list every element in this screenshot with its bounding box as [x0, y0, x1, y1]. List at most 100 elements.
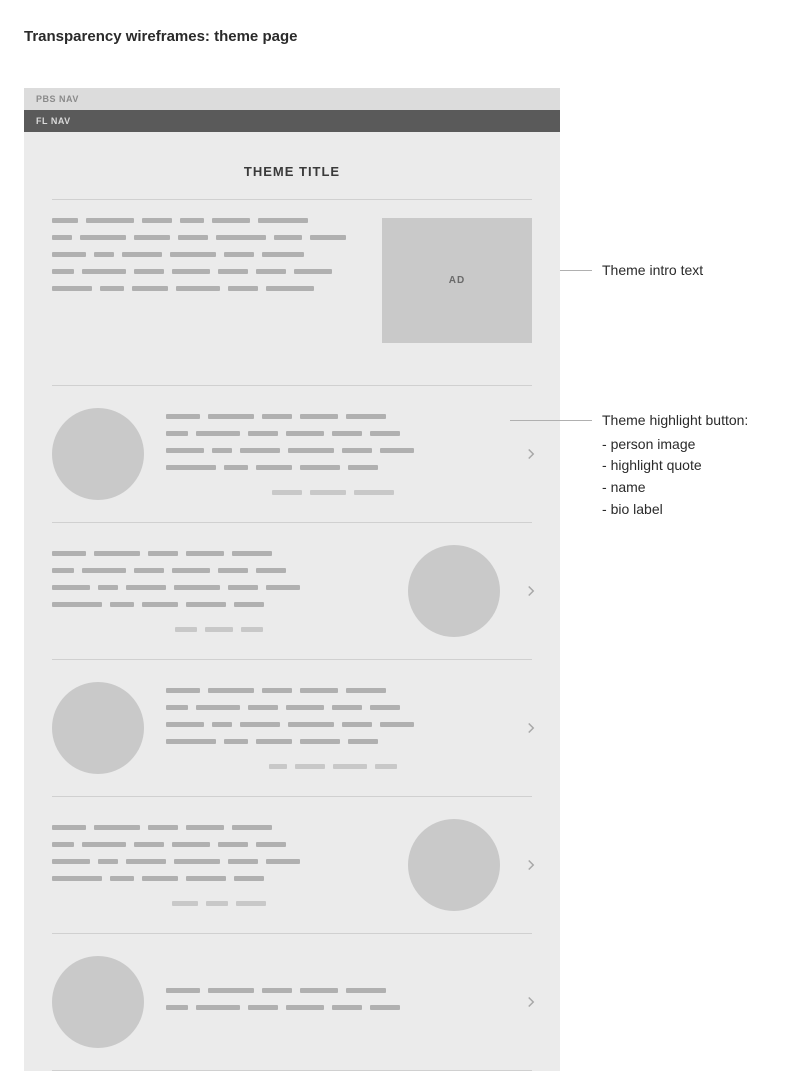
text-placeholder-segment	[248, 705, 278, 710]
text-placeholder-segment	[228, 859, 258, 864]
text-placeholder-segment	[300, 465, 340, 470]
text-placeholder-segment	[375, 764, 397, 769]
text-placeholder-segment	[208, 414, 254, 419]
text-placeholder-segment	[186, 825, 224, 830]
text-placeholder-segment	[52, 252, 86, 257]
text-placeholder-segment	[94, 825, 140, 830]
theme-highlight-button[interactable]	[24, 660, 560, 796]
text-placeholder-segment	[272, 490, 302, 495]
text-placeholder-segment	[52, 286, 92, 291]
text-placeholder-segment	[218, 269, 248, 274]
chevron-right-icon	[522, 445, 540, 463]
text-placeholder-segment	[234, 876, 264, 881]
text-placeholder-segment	[262, 688, 292, 693]
text-placeholder-segment	[52, 585, 90, 590]
text-placeholder-segment	[248, 431, 278, 436]
text-placeholder-segment	[332, 705, 362, 710]
text-placeholder-segment	[142, 602, 178, 607]
text-placeholder-segment	[342, 722, 372, 727]
theme-highlight-button[interactable]	[24, 797, 560, 933]
text-placeholder-segment	[224, 739, 248, 744]
highlight-content	[52, 825, 386, 906]
text-placeholder-segment	[269, 764, 287, 769]
text-placeholder-segment	[232, 551, 272, 556]
text-placeholder-segment	[166, 988, 200, 993]
text-placeholder-segment	[166, 688, 200, 693]
text-placeholder-segment	[208, 988, 254, 993]
theme-highlight-button[interactable]	[24, 523, 560, 659]
text-placeholder-segment	[212, 448, 232, 453]
text-placeholder-segment	[196, 431, 240, 436]
text-placeholder-segment	[166, 414, 200, 419]
text-placeholder-segment	[180, 218, 204, 223]
highlight-name-bio-placeholder	[166, 490, 500, 495]
text-placeholder-segment	[52, 551, 86, 556]
highlight-name-bio-placeholder	[52, 627, 386, 632]
text-placeholder-segment	[370, 705, 400, 710]
highlight-quote-placeholder	[52, 825, 386, 887]
text-placeholder-segment	[286, 1005, 324, 1010]
annotation-highlight-button: Theme highlight button: person imagehigh…	[602, 410, 748, 520]
text-placeholder-segment	[132, 286, 168, 291]
text-placeholder-segment	[262, 414, 292, 419]
text-placeholder-segment	[332, 1005, 362, 1010]
person-image-placeholder	[52, 956, 144, 1048]
text-placeholder-segment	[52, 269, 74, 274]
text-placeholder-segment	[126, 859, 166, 864]
text-placeholder-segment	[300, 988, 338, 993]
text-placeholder-segment	[300, 739, 340, 744]
text-placeholder-segment	[300, 414, 338, 419]
text-placeholder-segment	[218, 842, 248, 847]
annotation-list-item: name	[602, 477, 748, 499]
highlight-content	[166, 688, 500, 769]
theme-intro-text	[52, 218, 360, 343]
text-placeholder-segment	[166, 739, 216, 744]
text-placeholder-segment	[142, 218, 172, 223]
text-placeholder-segment	[288, 722, 334, 727]
text-placeholder-segment	[82, 842, 126, 847]
highlight-name-bio-placeholder	[166, 764, 500, 769]
annotation-intro-text: Theme intro text	[602, 260, 703, 282]
text-placeholder-segment	[333, 764, 367, 769]
annotation-list-item: bio label	[602, 499, 748, 521]
wireframe-frame: PBS NAV FL NAV THEME TITLE AD	[24, 88, 560, 1071]
text-placeholder-segment	[346, 688, 386, 693]
text-placeholder-segment	[172, 269, 210, 274]
fl-nav-bar[interactable]: FL NAV	[24, 110, 560, 132]
highlight-quote-placeholder	[52, 551, 386, 613]
pbs-nav-bar[interactable]: PBS NAV	[24, 88, 560, 110]
text-placeholder-segment	[234, 602, 264, 607]
text-placeholder-segment	[166, 448, 204, 453]
text-placeholder-segment	[310, 490, 346, 495]
text-placeholder-segment	[256, 568, 286, 573]
theme-highlight-button[interactable]	[24, 934, 560, 1070]
text-placeholder-segment	[380, 448, 414, 453]
text-placeholder-segment	[126, 585, 166, 590]
chevron-right-icon	[522, 582, 540, 600]
person-image-placeholder	[52, 682, 144, 774]
text-placeholder-segment	[52, 568, 74, 573]
text-placeholder-segment	[256, 739, 292, 744]
text-placeholder-segment	[172, 568, 210, 573]
ad-placeholder[interactable]: AD	[382, 218, 532, 343]
text-placeholder-segment	[80, 235, 126, 240]
text-placeholder-segment	[52, 602, 102, 607]
text-placeholder-segment	[240, 722, 280, 727]
text-placeholder-segment	[212, 218, 250, 223]
text-placeholder-segment	[294, 269, 332, 274]
text-placeholder-segment	[196, 705, 240, 710]
page-title: Transparency wireframes: theme page	[0, 0, 800, 45]
text-placeholder-segment	[346, 414, 386, 419]
chevron-right-icon	[522, 856, 540, 874]
text-placeholder-segment	[224, 252, 254, 257]
text-placeholder-segment	[370, 1005, 400, 1010]
text-placeholder-segment	[232, 825, 272, 830]
person-image-placeholder	[408, 545, 500, 637]
theme-highlight-button[interactable]	[24, 386, 560, 522]
annotation-connector	[510, 420, 592, 421]
text-placeholder-segment	[218, 568, 248, 573]
text-placeholder-segment	[174, 859, 220, 864]
text-placeholder-segment	[94, 252, 114, 257]
text-placeholder-segment	[224, 465, 248, 470]
text-placeholder-segment	[172, 842, 210, 847]
